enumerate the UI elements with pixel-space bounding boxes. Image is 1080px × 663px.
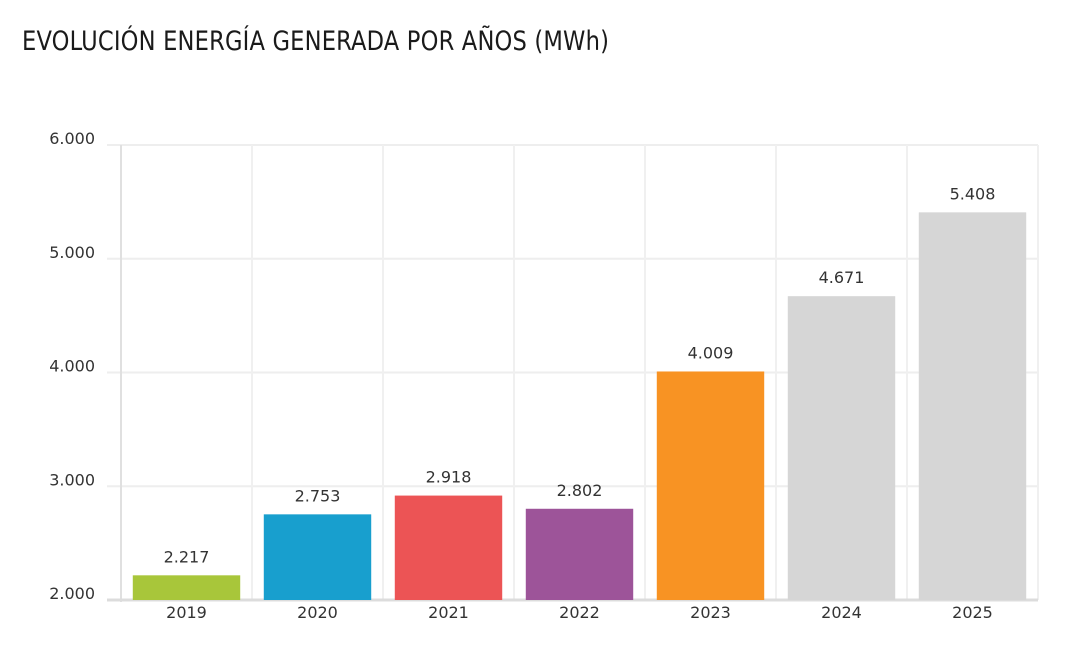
x-tick-label: 2022 xyxy=(559,603,600,622)
data-label: 2.753 xyxy=(295,486,341,505)
y-tick-label: 4.000 xyxy=(49,357,95,376)
data-label: 5.408 xyxy=(950,184,996,203)
x-tick-label: 2025 xyxy=(952,603,993,622)
bar-2022 xyxy=(525,508,634,600)
y-tick-label: 5.000 xyxy=(49,243,95,262)
bar-2021 xyxy=(394,495,503,600)
data-label: 2.217 xyxy=(164,547,210,566)
x-tick-label: 2023 xyxy=(690,603,731,622)
data-label: 2.918 xyxy=(426,468,472,487)
bar-2020 xyxy=(263,514,372,600)
bar-2024 xyxy=(787,296,896,600)
bar-2019 xyxy=(132,575,241,600)
x-tick-label: 2020 xyxy=(297,603,338,622)
data-label: 4.671 xyxy=(819,268,865,287)
bar-2025 xyxy=(918,212,1027,600)
labels: 2.000 3.000 4.000 5.000 6.000 2.217 2019 2.753 2… xyxy=(49,129,995,622)
y-tick-label: 6.000 xyxy=(49,129,95,148)
chart-title: EVOLUCIÓN ENERGÍA GENERADA POR AÑOS (MWh… xyxy=(22,26,610,57)
bars xyxy=(132,212,1027,600)
x-tick-label: 2021 xyxy=(428,603,469,622)
x-tick-label: 2024 xyxy=(821,603,862,622)
bar-2023 xyxy=(656,371,765,600)
y-tick-label: 2.000 xyxy=(49,584,95,603)
data-label: 4.009 xyxy=(688,343,734,362)
gridlines xyxy=(107,144,1039,601)
x-tick-label: 2019 xyxy=(166,603,207,622)
y-tick-label: 3.000 xyxy=(49,470,95,489)
data-label: 2.802 xyxy=(557,481,603,500)
